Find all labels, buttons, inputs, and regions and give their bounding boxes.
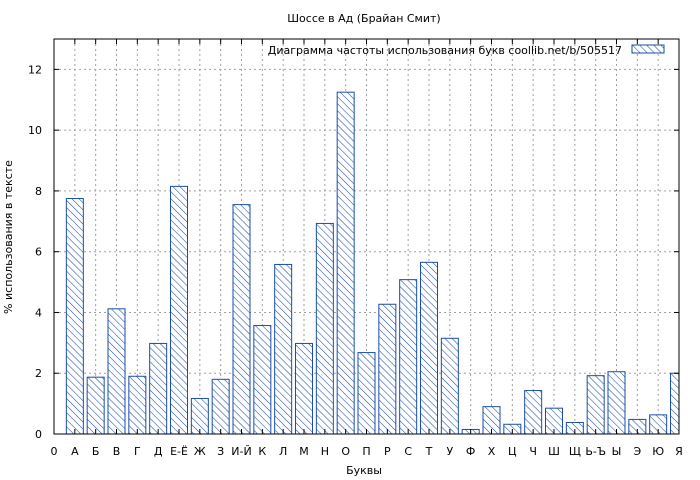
chart-title: Шоссе в Ад (Брайан Смит) [287,12,440,25]
y-tick-label: 8 [35,185,42,198]
bar-30 [670,372,680,435]
bar-10 [253,325,272,435]
x-tick-label: Ф [466,445,475,458]
y-tick-label: 6 [35,246,42,259]
legend: Диаграмма частоты использования букв coo… [268,44,665,57]
x-tick-label: В [113,445,121,458]
y-tick-label: 12 [28,63,42,76]
bar-7 [190,397,209,435]
bar-9 [232,204,251,435]
bar-23 [524,390,543,435]
bar-15 [357,352,376,435]
bar-18 [420,261,438,435]
bar-26 [586,375,605,435]
x-tick-label: Т [425,445,433,458]
bar-19 [440,337,459,435]
bar-3 [107,308,126,435]
x-tick-label: З [217,445,224,458]
legend-swatch [631,44,665,54]
x-tick-label: А [71,445,79,458]
bar-11 [274,263,293,435]
x-tick-label: Р [384,445,391,458]
x-tick-label: Д [154,445,163,458]
x-tick-label: Я [675,445,683,458]
x-tick-label: М [299,445,309,458]
bar-27 [607,371,626,435]
bar-2 [86,376,105,435]
x-tick-label: С [404,445,412,458]
bars-layer [65,91,680,435]
bar-12 [295,342,313,435]
bar-6 [170,185,188,435]
x-tick-label: Ь-Ъ [585,445,606,458]
x-tick-label: Ж [194,445,206,458]
bar-5 [149,342,168,435]
y-tick-label: 4 [35,306,42,319]
x-tick-label: К [258,445,266,458]
x-tick-label: Щ [569,445,581,458]
x-tick-label: П [362,445,370,458]
x-tick-label: Ш [548,445,560,458]
y-tick-label: 0 [35,428,42,441]
y-tick-label: 2 [35,367,42,380]
x-tick-label: Х [488,445,496,458]
legend-label: Диаграмма частоты использования букв coo… [268,44,622,57]
x-tick-label: Ы [612,445,622,458]
x-axis-label: Буквы [346,464,382,477]
x-tick-label: У [446,445,453,458]
y-axis-label: % использования в тексте [2,160,15,314]
x-tick-label: Ю [652,445,664,458]
bar-1 [65,198,84,435]
x-tick-label: О [341,445,350,458]
bar-17 [399,279,418,435]
bar-13 [315,222,334,435]
x-tick-label: Э [633,445,641,458]
bar-8 [211,378,230,435]
x-tick-label: Б [92,445,100,458]
y-tick-label: 10 [28,124,42,137]
x-tick-label: Г [134,445,141,458]
plot-frame [53,38,680,435]
bar-4 [128,375,147,435]
x-tick-label: Е-Ё [170,445,188,458]
x-tick-label: 0 [51,445,58,458]
x-tick-label: Л [279,445,287,458]
x-tick-label: Ц [508,445,517,458]
bar-14 [336,91,355,435]
x-tick-label: Ч [529,445,537,458]
grid-layer [54,39,679,434]
x-tick-label: Н [321,445,329,458]
x-tick-label: И-Й [231,445,251,458]
bar-16 [378,303,397,435]
